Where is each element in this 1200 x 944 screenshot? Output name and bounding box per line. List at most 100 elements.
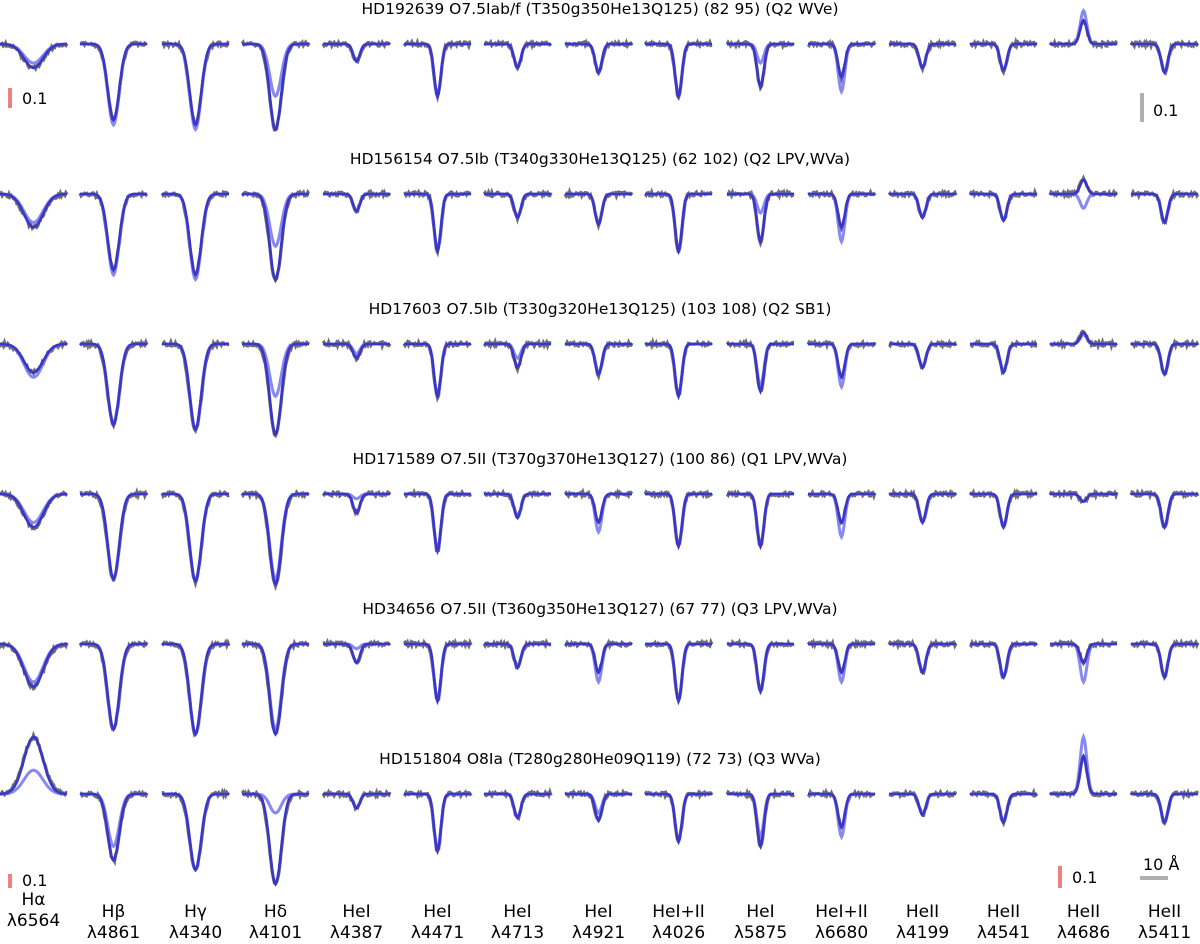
line-panel — [160, 190, 229, 283]
model-spectrum — [1131, 792, 1198, 825]
line-panel — [887, 188, 958, 221]
observed-spectrum — [644, 637, 714, 706]
line-panel — [160, 638, 231, 738]
line-panel — [1048, 174, 1119, 211]
line-wavelength-label: λ4387 — [330, 923, 383, 943]
observed-spectrum — [1048, 754, 1118, 799]
model-spectrum — [727, 42, 794, 90]
model-alt-spectrum — [727, 492, 794, 551]
line-panel — [968, 187, 1038, 224]
observed-spectrum — [806, 38, 877, 85]
line-panel — [402, 37, 472, 104]
model-spectrum — [0, 642, 67, 689]
observed-spectrum — [968, 487, 1038, 530]
model-spectrum — [808, 42, 875, 80]
model-alt-spectrum — [1131, 642, 1198, 681]
line-panel — [483, 488, 552, 521]
observed-spectrum — [643, 187, 713, 254]
model-spectrum — [162, 492, 229, 584]
line-panel — [725, 489, 795, 551]
line-panel — [240, 39, 311, 132]
line-panel — [887, 638, 958, 676]
line-panel — [321, 787, 392, 812]
model-spectrum — [404, 192, 471, 255]
line-panel — [887, 338, 958, 371]
line-panel — [321, 38, 392, 64]
line-panel — [644, 336, 714, 401]
line-wavelength-label: λ4861 — [87, 923, 140, 943]
line-panel — [888, 487, 958, 526]
observed-spectrum — [563, 638, 634, 676]
model-alt-spectrum — [80, 642, 147, 733]
model-spectrum — [242, 492, 309, 587]
observed-spectrum — [725, 489, 795, 547]
observed-spectrum — [1129, 337, 1200, 376]
model-spectrum — [808, 342, 875, 380]
model-spectrum — [484, 342, 551, 370]
model-alt-spectrum — [1050, 332, 1117, 346]
model-spectrum — [242, 42, 309, 132]
line-panel — [78, 639, 149, 733]
line-panel — [643, 788, 714, 846]
line-ion-label: HeI — [342, 902, 370, 922]
line-panel — [78, 189, 149, 278]
model-alt-spectrum — [727, 342, 794, 391]
model-spectrum — [404, 642, 471, 705]
star-title: HD171589 O7.5II (T370g370He13Q127) (100 … — [353, 450, 848, 468]
model-alt-spectrum — [323, 342, 390, 356]
model-alt-spectrum — [645, 192, 712, 256]
line-panel — [240, 188, 311, 284]
line-panel — [807, 188, 877, 246]
model-spectrum — [404, 792, 471, 855]
model-spectrum — [645, 792, 712, 845]
model-spectrum — [323, 492, 390, 515]
line-panel — [402, 637, 473, 706]
model-spectrum — [645, 42, 712, 100]
observed-spectrum — [160, 190, 229, 280]
model-alt-spectrum — [970, 42, 1037, 74]
observed-spectrum — [240, 489, 310, 592]
line-panel — [79, 40, 148, 128]
observed-spectrum — [1130, 188, 1200, 225]
observed-spectrum — [79, 789, 149, 867]
model-spectrum — [727, 642, 794, 695]
model-spectrum — [1131, 192, 1198, 225]
model-alt-spectrum — [0, 768, 68, 796]
observed-spectrum — [402, 788, 473, 853]
model-spectrum — [323, 792, 390, 810]
observed-spectrum — [402, 337, 472, 403]
model-alt-spectrum — [565, 42, 632, 76]
model-spectrum — [645, 192, 712, 255]
line-wavelength-label: λ6680 — [815, 923, 868, 943]
observed-spectrum — [806, 637, 876, 674]
model-spectrum — [808, 492, 875, 525]
model-alt-spectrum — [242, 642, 309, 733]
model-spectrum — [323, 192, 390, 213]
line-panel — [1129, 38, 1200, 77]
model-alt-spectrum — [889, 642, 956, 676]
observed-spectrum — [1130, 638, 1200, 682]
model-spectrum — [565, 342, 632, 377]
model-spectrum — [727, 192, 794, 245]
line-panel — [806, 637, 876, 686]
line-panel — [643, 488, 714, 551]
star-title: HD34656 O7.5II (T360g350He13Q127) (67 77… — [362, 600, 837, 618]
model-spectrum — [645, 342, 712, 400]
scale-bar-label: 0.1 — [1072, 868, 1097, 887]
model-spectrum — [808, 642, 875, 675]
model-spectrum — [1131, 342, 1198, 377]
line-panels — [0, 7, 1200, 887]
model-alt-spectrum — [242, 42, 309, 99]
model-alt-spectrum — [80, 42, 147, 128]
line-panel — [969, 338, 1038, 376]
observed-spectrum — [241, 638, 310, 735]
model-alt-spectrum — [808, 192, 875, 246]
line-panel — [240, 489, 310, 592]
model-alt-spectrum — [808, 42, 875, 96]
model-spectrum — [565, 42, 632, 75]
scale-bar-label: 0.1 — [1153, 101, 1178, 120]
observed-spectrum — [240, 39, 311, 132]
line-wavelength-label: λ4026 — [652, 923, 705, 943]
observed-spectrum — [161, 39, 230, 127]
